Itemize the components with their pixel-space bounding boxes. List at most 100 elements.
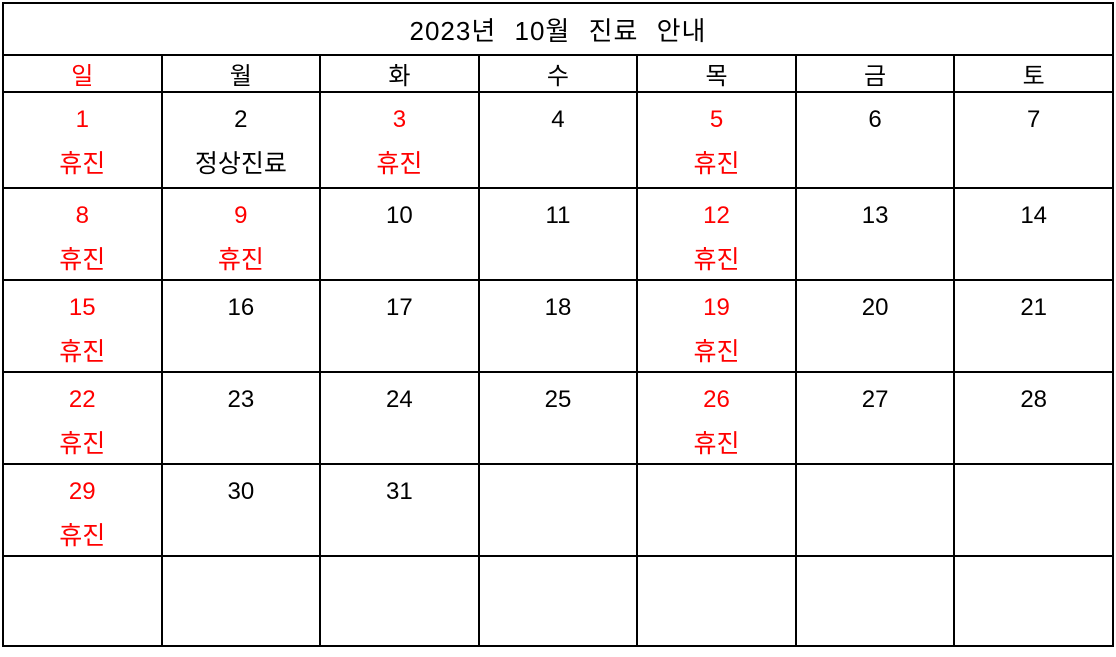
day-note: 휴진 (59, 338, 106, 366)
day-cell-31: 31 (319, 463, 480, 557)
day-note: 휴진 (693, 150, 740, 178)
day-number: 14 (1020, 202, 1048, 229)
empty-cell (477, 463, 639, 557)
day-cell-12: 12 휴진 (636, 187, 797, 281)
day-number: 9 (234, 202, 248, 229)
day-cell-8: 8 휴진 (2, 187, 163, 281)
weekday-sat: 토 (953, 54, 1114, 93)
day-number: 24 (386, 386, 413, 413)
weekday-tue: 화 (319, 54, 480, 93)
day-cell-6: 6 (794, 91, 956, 189)
day-number: 4 (551, 106, 565, 133)
day-cell-30: 30 (160, 463, 322, 557)
empty-cell (160, 555, 322, 647)
empty-cell (794, 463, 956, 557)
day-number: 3 (392, 106, 407, 133)
day-cell-5: 5 휴진 (636, 91, 797, 189)
day-number: 25 (544, 386, 572, 413)
empty-cell (2, 555, 163, 647)
day-cell-29: 29 휴진 (2, 463, 163, 557)
day-note: 휴진 (693, 338, 740, 366)
calendar-title: 2023년 10월 진료 안내 (2, 2, 1114, 56)
day-cell-7: 7 (953, 91, 1114, 189)
day-number: 8 (75, 202, 89, 229)
week-row-1: 1 휴진 2 정상진료 3 휴진 4 5 휴진 6 7 (2, 91, 1114, 189)
day-note: 휴진 (59, 246, 106, 274)
week-row-6 (2, 555, 1114, 647)
empty-cell (636, 463, 797, 557)
day-number: 10 (386, 202, 413, 229)
day-cell-18: 18 (477, 279, 639, 373)
day-number: 22 (68, 386, 96, 413)
calendar-title-row: 2023년 10월 진료 안내 (2, 2, 1114, 56)
day-cell-13: 13 (794, 187, 956, 281)
empty-cell (319, 555, 480, 647)
day-cell-15: 15 휴진 (2, 279, 163, 373)
empty-cell (953, 555, 1114, 647)
day-cell-21: 21 (953, 279, 1114, 373)
weekday-fri: 금 (794, 54, 956, 93)
day-note: 휴진 (693, 246, 740, 274)
weekday-sun: 일 (2, 54, 163, 93)
day-cell-20: 20 (794, 279, 956, 373)
day-number: 6 (868, 106, 882, 133)
day-number: 16 (227, 294, 255, 321)
day-number: 20 (861, 294, 889, 321)
day-cell-28: 28 (953, 371, 1114, 465)
week-row-3: 15 휴진 16 17 18 19 휴진 20 21 (2, 279, 1114, 373)
day-number: 1 (75, 106, 89, 133)
day-note: 휴진 (59, 522, 106, 550)
day-number: 29 (68, 478, 96, 505)
empty-cell (477, 555, 639, 647)
day-cell-27: 27 (794, 371, 956, 465)
day-number: 15 (68, 294, 96, 321)
week-row-5: 29 휴진 30 31 (2, 463, 1114, 557)
day-note: 정상진료 (194, 150, 287, 178)
day-cell-10: 10 (319, 187, 480, 281)
day-note: 휴진 (59, 150, 106, 178)
day-note: 휴진 (59, 430, 106, 458)
day-number: 26 (703, 386, 730, 413)
day-number: 13 (861, 202, 889, 229)
day-cell-3: 3 휴진 (319, 91, 480, 189)
day-cell-23: 23 (160, 371, 322, 465)
day-number: 18 (544, 294, 572, 321)
day-number: 12 (703, 202, 730, 229)
day-number: 30 (227, 478, 255, 505)
day-number: 2 (234, 106, 248, 133)
empty-cell (636, 555, 797, 647)
day-cell-25: 25 (477, 371, 639, 465)
weekday-wed: 수 (477, 54, 639, 93)
day-cell-17: 17 (319, 279, 480, 373)
day-note: 휴진 (693, 430, 740, 458)
day-cell-22: 22 휴진 (2, 371, 163, 465)
day-number: 31 (386, 478, 413, 505)
day-note: 휴진 (376, 150, 423, 178)
week-row-4: 22 휴진 23 24 25 26 휴진 27 28 (2, 371, 1114, 465)
day-cell-11: 11 (477, 187, 639, 281)
day-note: 휴진 (217, 246, 264, 274)
calendar-body: 1 휴진 2 정상진료 3 휴진 4 5 휴진 6 7 8 휴진 9 휴진 10 11 12 휴진 13 14 15 휴진 1… (2, 91, 1114, 647)
day-number: 17 (386, 294, 413, 321)
day-cell-16: 16 (160, 279, 322, 373)
day-cell-9: 9 휴진 (160, 187, 322, 281)
empty-cell (953, 463, 1114, 557)
day-number: 21 (1020, 294, 1048, 321)
weekday-thu: 목 (636, 54, 797, 93)
day-cell-26: 26 휴진 (636, 371, 797, 465)
day-number: 23 (227, 386, 255, 413)
day-cell-24: 24 (319, 371, 480, 465)
day-number: 19 (703, 294, 730, 321)
day-number: 7 (1027, 106, 1041, 133)
empty-cell (794, 555, 956, 647)
day-number: 5 (709, 106, 724, 133)
day-cell-14: 14 (953, 187, 1114, 281)
weekday-mon: 월 (160, 54, 322, 93)
day-cell-19: 19 휴진 (636, 279, 797, 373)
day-number: 27 (861, 386, 889, 413)
week-row-2: 8 휴진 9 휴진 10 11 12 휴진 13 14 (2, 187, 1114, 281)
day-cell-2: 2 정상진료 (160, 91, 322, 189)
day-number: 28 (1020, 386, 1048, 413)
